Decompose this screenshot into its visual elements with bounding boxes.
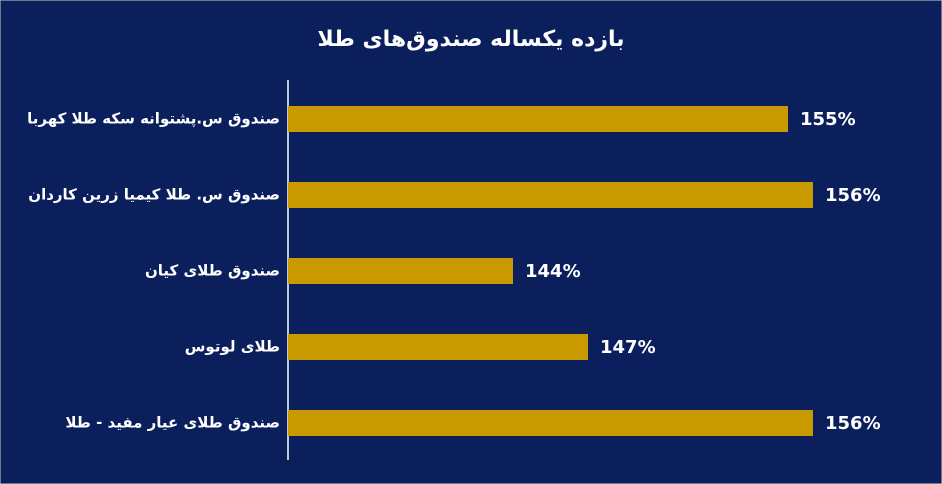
bar [288, 182, 813, 208]
bar [288, 258, 513, 284]
category-label: صندوق طلای عیار مفید - طلا [65, 414, 280, 432]
bar [288, 334, 588, 360]
bar [288, 410, 813, 436]
category-label: صندوق طلای کیان [145, 262, 280, 280]
category-label: طلای لوتوس [185, 338, 280, 356]
value-label: 147% [600, 337, 656, 358]
value-label: 155% [800, 109, 856, 130]
value-label: 156% [825, 185, 881, 206]
value-label: 156% [825, 413, 881, 434]
category-label: صندوق س. طلا کیمیا زرین کاردان [28, 186, 280, 204]
chart-title: بازده یکساله صندوق‌های طلا [317, 27, 624, 52]
category-label: صندوق س.پشتوانه سکه طلا کهربا [27, 110, 280, 129]
value-label: 144% [525, 261, 581, 282]
bar [288, 106, 788, 132]
